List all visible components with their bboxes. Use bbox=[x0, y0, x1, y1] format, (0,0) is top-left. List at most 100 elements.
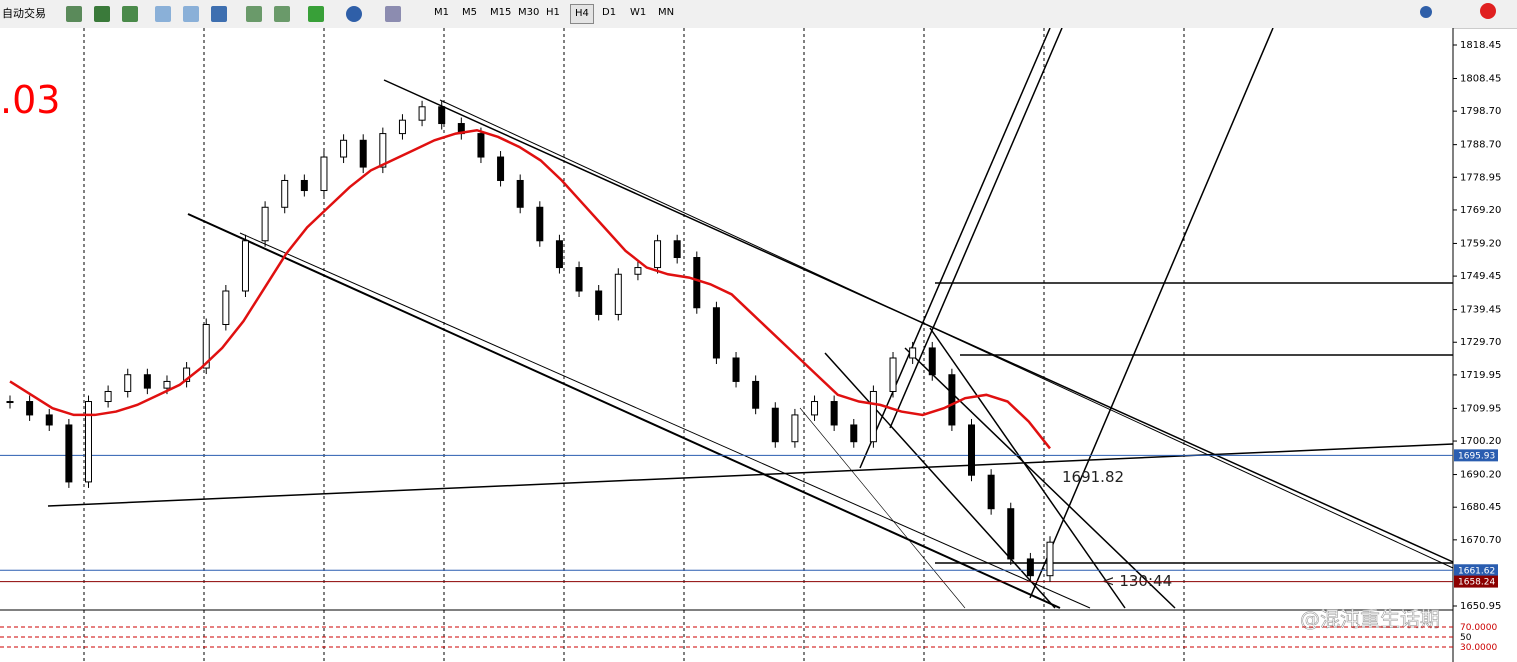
candle bbox=[869, 390, 877, 443]
timer: < 130:44 bbox=[1102, 572, 1172, 590]
icon[interactable] bbox=[385, 6, 401, 22]
candle bbox=[948, 374, 956, 426]
candle bbox=[300, 179, 308, 192]
watermark: @混沌重生话期 bbox=[1300, 607, 1440, 631]
candle bbox=[65, 424, 73, 483]
candle bbox=[6, 401, 14, 404]
candle bbox=[104, 390, 112, 403]
candle bbox=[673, 240, 681, 259]
level-badge-label: 1661.62 bbox=[1458, 566, 1495, 576]
icon[interactable] bbox=[94, 6, 110, 22]
candle bbox=[732, 357, 740, 382]
candle bbox=[595, 290, 603, 315]
icon[interactable] bbox=[346, 6, 362, 22]
price-label: 1680.45 bbox=[1460, 502, 1501, 513]
icon[interactable] bbox=[183, 6, 199, 22]
candle bbox=[987, 474, 995, 510]
icon[interactable] bbox=[274, 6, 290, 22]
candle bbox=[438, 106, 446, 125]
candle bbox=[634, 267, 642, 275]
icon[interactable] bbox=[66, 6, 82, 22]
timeframe-button[interactable]: M5 bbox=[462, 7, 477, 18]
trendlines bbox=[47, 28, 1454, 609]
candle bbox=[614, 273, 622, 315]
timeframe-button[interactable]: M15 bbox=[490, 7, 512, 18]
price-chart: .03 1691.82 < 130:44 @混沌重生话期 1818.45 1808… bbox=[0, 28, 1501, 662]
candle bbox=[928, 347, 936, 376]
vgrid bbox=[83, 28, 1185, 662]
level-badge-label: 1695.93 bbox=[1458, 451, 1495, 461]
price-label: 1739.45 bbox=[1460, 305, 1501, 316]
price-label: 1700.20 bbox=[1460, 436, 1501, 447]
timeframe-button[interactable]: MN bbox=[658, 7, 675, 18]
indicator-label: 50 bbox=[1460, 633, 1472, 643]
autotrade-button[interactable]: 自动交易 bbox=[2, 7, 46, 20]
candle bbox=[830, 401, 838, 426]
icon[interactable] bbox=[122, 6, 138, 22]
timeframe-button[interactable]: H4 bbox=[570, 4, 594, 24]
candle bbox=[359, 139, 367, 168]
plot-area bbox=[0, 28, 1453, 610]
candle bbox=[241, 240, 249, 292]
candle bbox=[968, 424, 976, 476]
timeframe-button[interactable]: W1 bbox=[630, 7, 647, 18]
level-label: 1691.82 bbox=[1062, 468, 1124, 486]
candle bbox=[163, 380, 171, 389]
price-label: 1690.20 bbox=[1460, 470, 1501, 481]
indicator-label: 30.0000 bbox=[1460, 643, 1497, 653]
level-badge bbox=[1454, 564, 1498, 577]
level-badge bbox=[1454, 449, 1498, 462]
candle bbox=[379, 133, 387, 168]
price-label: 1749.45 bbox=[1460, 271, 1501, 282]
price-label: 1759.20 bbox=[1460, 238, 1501, 249]
candle bbox=[497, 156, 505, 181]
price-label: 1670.70 bbox=[1460, 535, 1501, 546]
price-label: 1788.70 bbox=[1460, 140, 1501, 151]
notification[interactable] bbox=[1480, 3, 1496, 19]
candle bbox=[1007, 508, 1015, 560]
candle bbox=[124, 374, 132, 392]
candle bbox=[202, 323, 210, 369]
candle bbox=[850, 424, 858, 443]
search[interactable] bbox=[1420, 6, 1432, 18]
candle bbox=[45, 414, 53, 426]
price-label: 1778.95 bbox=[1460, 172, 1501, 183]
candle bbox=[811, 401, 819, 416]
candle bbox=[261, 206, 269, 242]
price-label: 1650.95 bbox=[1460, 601, 1501, 612]
candle bbox=[477, 133, 485, 158]
candle bbox=[281, 179, 289, 208]
timeframe-button[interactable]: H1 bbox=[546, 7, 560, 18]
candle bbox=[143, 374, 151, 389]
level-badge bbox=[1454, 575, 1498, 588]
candle bbox=[222, 290, 230, 325]
candle bbox=[693, 257, 701, 309]
indicator-label: 70.0000 bbox=[1460, 623, 1497, 633]
candle bbox=[712, 307, 720, 359]
timeframe-button[interactable]: D1 bbox=[602, 7, 617, 18]
candle bbox=[889, 357, 897, 392]
candle bbox=[1026, 558, 1034, 577]
candle bbox=[340, 139, 348, 158]
candle bbox=[536, 206, 544, 242]
price-label: 1719.95 bbox=[1460, 370, 1501, 381]
candle bbox=[516, 179, 524, 208]
candle bbox=[84, 401, 92, 483]
candle bbox=[575, 267, 583, 292]
price-label: 1769.20 bbox=[1460, 205, 1501, 216]
candle bbox=[26, 401, 34, 416]
candle bbox=[909, 347, 917, 359]
icon[interactable] bbox=[211, 6, 227, 22]
candle bbox=[320, 156, 328, 192]
icon[interactable] bbox=[155, 6, 171, 22]
icon[interactable] bbox=[308, 6, 324, 22]
price-label: 1798.70 bbox=[1460, 106, 1501, 117]
icon[interactable] bbox=[246, 6, 262, 22]
candle bbox=[654, 240, 662, 269]
price-label: 1818.45 bbox=[1460, 40, 1501, 51]
timeframe-button[interactable]: M30 bbox=[518, 7, 540, 18]
candle bbox=[771, 407, 779, 443]
timeframe-button[interactable]: M1 bbox=[434, 7, 449, 18]
candle bbox=[1046, 541, 1054, 577]
